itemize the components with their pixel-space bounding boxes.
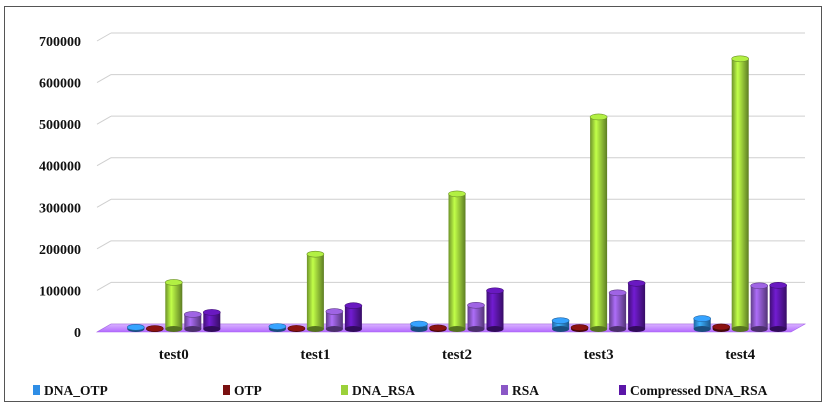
bar-compressed-dna-rsa-test4 — [769, 282, 788, 332]
bar-dna-rsa-test3 — [589, 113, 608, 332]
gridline-depth — [96, 281, 112, 291]
bar-dna-otp-test1 — [268, 323, 287, 332]
y-tick-label: 300000 — [39, 201, 81, 216]
y-tick-label: 100000 — [39, 284, 81, 299]
gridline-depth — [96, 157, 112, 167]
legend-label: Compressed DNA_RSA — [630, 383, 768, 398]
legend-label: OTP — [234, 383, 262, 398]
bar-dna-rsa-test4 — [731, 55, 750, 332]
bar-compressed-dna-rsa-test0 — [203, 309, 221, 332]
legend-item: Compressed DNA_RSA — [619, 383, 768, 398]
legend-label: DNA_RSA — [352, 383, 415, 398]
x-tick-label: test1 — [300, 347, 330, 363]
bar-otp-test0 — [146, 325, 164, 332]
bar-rsa-test0 — [184, 311, 202, 332]
y-tick-label: 600000 — [39, 77, 81, 92]
y-tick-label: 500000 — [39, 118, 81, 133]
y-tick-label: 400000 — [39, 160, 81, 175]
legend-swatch — [223, 385, 230, 395]
bar-chart: 0 100000 200000 300000 400000 500000 600000 700… — [33, 32, 807, 398]
bar-dna-rsa-test2 — [448, 190, 466, 332]
bar-rsa-test3 — [608, 289, 627, 332]
legend-item: DNA_RSA — [341, 383, 415, 398]
bar-dna-otp-test4 — [693, 315, 712, 332]
x-tick-label: test2 — [442, 347, 472, 363]
bar-dna-otp-test0 — [127, 324, 145, 332]
bar-compressed-dna-rsa-test3 — [627, 279, 646, 332]
bar-dna-rsa-test0 — [165, 279, 183, 332]
legend-swatch — [619, 385, 626, 395]
y-tick-label: 0 — [74, 326, 81, 341]
legend-swatch — [341, 385, 348, 395]
x-tick-label: test4 — [725, 347, 755, 363]
y-axis: 0 100000 200000 300000 400000 500000 600000 700… — [39, 35, 81, 341]
x-tick-label: test0 — [159, 347, 189, 363]
bar-rsa-test1 — [325, 308, 344, 332]
bar-rsa-test4 — [750, 282, 769, 332]
gridline-depth — [96, 240, 112, 250]
legend-label: RSA — [512, 383, 539, 398]
legend-item: DNA_OTP — [33, 383, 108, 398]
bar-otp-test4 — [712, 323, 731, 332]
legend-item: OTP — [223, 383, 262, 398]
legend: DNA_OTP OTP DNA_RSA RSA Compressed DNA_RSA — [33, 383, 768, 398]
legend-swatch — [501, 385, 508, 395]
bar-otp-test3 — [570, 324, 589, 332]
bar-rsa-test2 — [467, 302, 485, 332]
bar-otp-test1 — [287, 325, 306, 332]
y-tick-label: 700000 — [39, 35, 81, 50]
gridline-depth — [96, 198, 112, 208]
bar-otp-test2 — [429, 324, 447, 332]
bar-compressed-dna-rsa-test1 — [344, 302, 363, 332]
gridline-depth — [96, 74, 112, 84]
chart-frame: 0 100000 200000 300000 400000 500000 600000 700… — [4, 6, 822, 402]
legend-swatch — [33, 385, 40, 395]
legend-label: DNA_OTP — [44, 383, 108, 398]
y-tick-label: 200000 — [39, 243, 81, 258]
x-tick-label: test3 — [584, 347, 614, 363]
x-axis-categories: test0 test1 test2 test3 test4 — [159, 347, 756, 363]
bar-dna-otp-test3 — [551, 317, 570, 332]
bar-dna-otp-test2 — [410, 320, 428, 332]
legend-item: RSA — [501, 383, 539, 398]
gridline-depth — [96, 32, 112, 42]
bar-compressed-dna-rsa-test2 — [486, 287, 504, 332]
bars — [127, 55, 788, 332]
bar-dna-rsa-test1 — [306, 250, 325, 332]
gridline-depth — [96, 115, 112, 125]
